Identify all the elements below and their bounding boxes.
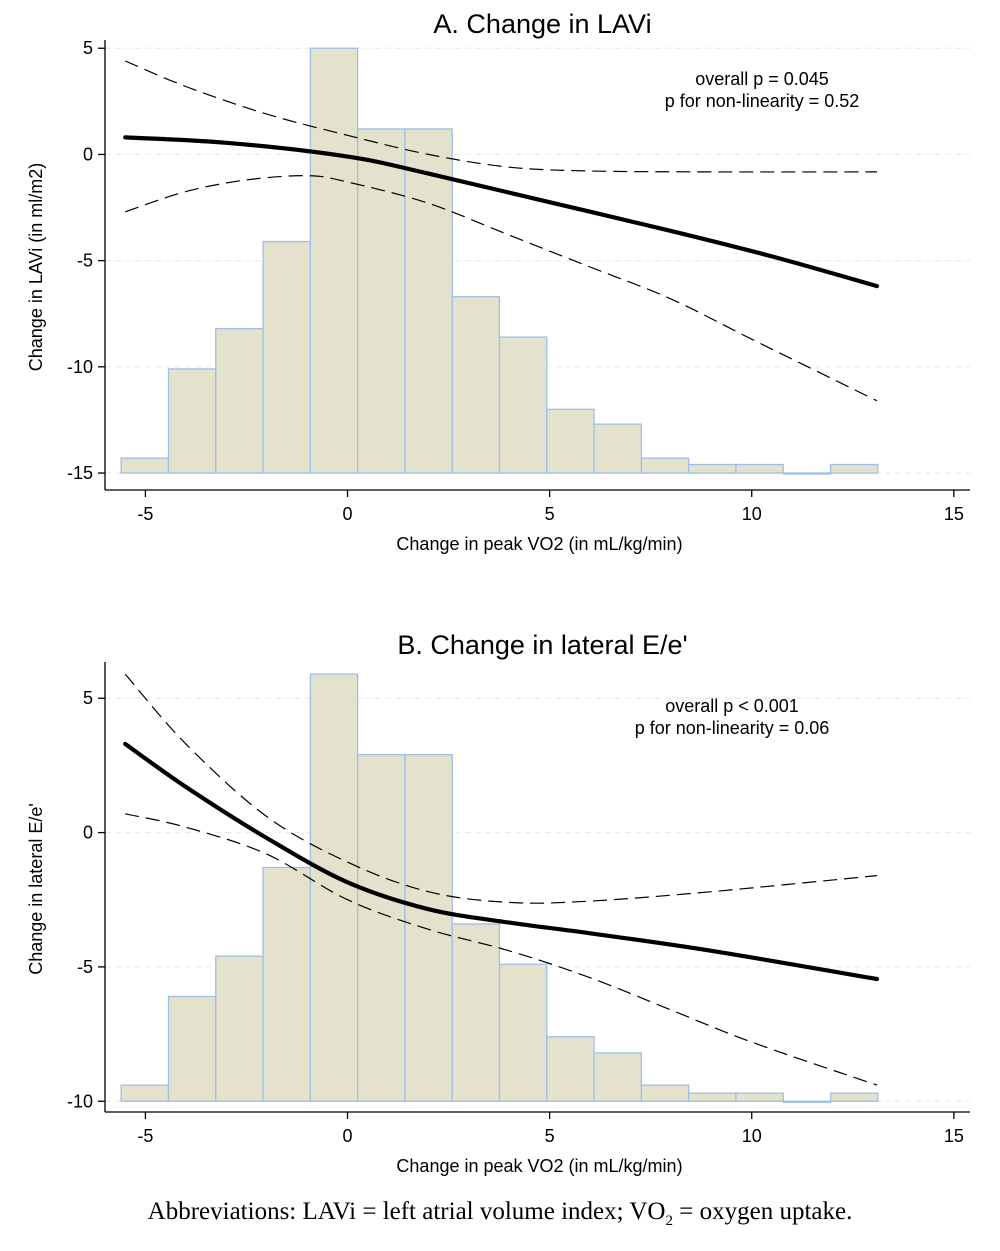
histogram-bar bbox=[356, 128, 406, 474]
y-tick-label: -15 bbox=[67, 463, 93, 483]
p-value-annotation: p for non-linearity = 0.52 bbox=[665, 91, 860, 111]
histogram-bar bbox=[782, 472, 832, 475]
histogram-bar bbox=[451, 296, 501, 474]
footnote-subscript: 2 bbox=[665, 1213, 674, 1229]
x-tick-label: 5 bbox=[545, 504, 555, 524]
ci-upper-line bbox=[124, 60, 878, 173]
histogram-bar bbox=[120, 457, 170, 474]
histogram-bar bbox=[356, 754, 406, 1102]
ci-lower-line bbox=[125, 813, 878, 1086]
footnote-suffix: = oxygen uptake. bbox=[673, 1198, 853, 1225]
fitted-spline-line bbox=[123, 741, 880, 982]
footnote-prefix: Abbreviations: LAVi = left atrial volume… bbox=[147, 1198, 666, 1225]
x-tick-label: 15 bbox=[944, 1126, 964, 1146]
x-tick-label: 10 bbox=[742, 1126, 762, 1146]
x-axis-label: Change in peak VO2 (in mL/kg/min) bbox=[396, 534, 682, 554]
histogram-bar bbox=[640, 457, 690, 474]
chart-title: A. Change in LAVi bbox=[433, 9, 651, 39]
y-tick-label: -10 bbox=[67, 357, 93, 377]
histogram-bar bbox=[215, 955, 264, 1102]
footnote: Abbreviations: LAVi = left atrial volume… bbox=[0, 1198, 1000, 1230]
histogram-bar bbox=[498, 963, 548, 1102]
histogram-bar bbox=[498, 336, 548, 474]
histogram-bar bbox=[546, 1036, 595, 1102]
x-axis-label: Change in peak VO2 (in mL/kg/min) bbox=[396, 1156, 682, 1176]
ci-lower-line bbox=[125, 175, 878, 402]
histogram-bar bbox=[404, 754, 453, 1102]
y-tick-label: -10 bbox=[67, 1091, 93, 1111]
chart-b-svg: B. Change in lateral E/e' 5 0 -5 -10 -5 0 5 10 15… bbox=[26, 630, 970, 1176]
histogram-bar bbox=[735, 1092, 784, 1102]
x-tick-label: 10 bbox=[742, 504, 762, 524]
histogram-bar bbox=[688, 1092, 737, 1102]
histogram-bar bbox=[829, 1092, 879, 1102]
histogram-bar bbox=[735, 463, 784, 474]
histogram-bar bbox=[451, 923, 501, 1102]
histogram-bar bbox=[262, 240, 311, 474]
x-tick-label: -5 bbox=[137, 504, 153, 524]
histogram-bar bbox=[120, 1084, 170, 1102]
histogram-bar bbox=[688, 463, 737, 474]
y-tick-label: -5 bbox=[77, 251, 93, 271]
histogram-bar bbox=[640, 1084, 690, 1102]
y-axis-label: Change in lateral E/e' bbox=[26, 803, 46, 975]
histogram-bar bbox=[262, 866, 311, 1102]
histogram-bar bbox=[593, 1052, 643, 1102]
histogram-bar bbox=[309, 673, 359, 1102]
p-value-annotation: p for non-linearity = 0.06 bbox=[635, 718, 830, 738]
y-tick-label: -5 bbox=[77, 957, 93, 977]
x-tick-label: 15 bbox=[944, 504, 964, 524]
histogram-bar bbox=[593, 423, 643, 474]
histogram-bar bbox=[782, 1100, 832, 1103]
ci-upper-line bbox=[124, 673, 878, 904]
y-tick-label: 5 bbox=[83, 38, 93, 58]
x-tick-label: 0 bbox=[343, 1126, 353, 1146]
p-value-annotation: overall p = 0.045 bbox=[695, 69, 829, 89]
histogram-bar bbox=[167, 368, 217, 474]
y-tick-label: 5 bbox=[83, 688, 93, 708]
histogram-bar bbox=[546, 408, 595, 474]
y-axis-label: Change in LAVi (in ml/m2) bbox=[26, 163, 46, 371]
fitted-spline-line bbox=[123, 135, 880, 289]
histogram-bar bbox=[215, 327, 264, 474]
y-tick-label: 0 bbox=[83, 823, 93, 843]
histogram-bar bbox=[309, 47, 359, 474]
y-tick-label: 0 bbox=[83, 144, 93, 164]
histogram-bar bbox=[404, 128, 453, 474]
chart-title: B. Change in lateral E/e' bbox=[397, 630, 687, 660]
p-value-annotation: overall p < 0.001 bbox=[665, 696, 799, 716]
histogram-bar bbox=[829, 463, 879, 474]
x-tick-label: 0 bbox=[343, 504, 353, 524]
chart-panel-b: B. Change in lateral E/e' 5 0 -5 -10 -5 0 5 10 15… bbox=[0, 622, 1000, 1222]
x-tick-label: -5 bbox=[137, 1126, 153, 1146]
x-tick-label: 5 bbox=[545, 1126, 555, 1146]
chart-panel-a: A. Change in LAVi 5 0 -5 -10 -15 -5 0 5 10 15 Chang… bbox=[0, 0, 1000, 600]
histogram-bar bbox=[167, 995, 217, 1102]
chart-a-svg: A. Change in LAVi 5 0 -5 -10 -15 -5 0 5 10 15 Chang… bbox=[26, 9, 970, 554]
